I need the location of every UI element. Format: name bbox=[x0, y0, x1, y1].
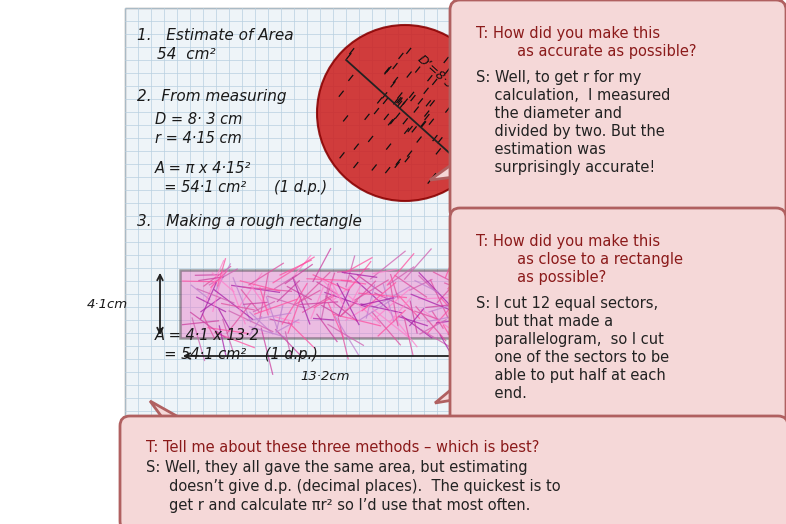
Text: S: I cut 12 equal sectors,: S: I cut 12 equal sectors, bbox=[476, 296, 658, 311]
Text: 13·2cm: 13·2cm bbox=[300, 370, 350, 383]
Polygon shape bbox=[430, 155, 495, 180]
Text: one of the sectors to be: one of the sectors to be bbox=[476, 350, 669, 365]
Text: as accurate as possible?: as accurate as possible? bbox=[494, 44, 696, 59]
Text: T: Tell me about these three methods – which is best?: T: Tell me about these three methods – w… bbox=[146, 440, 539, 455]
Text: A = 4·1 x 13·2: A = 4·1 x 13·2 bbox=[155, 328, 260, 343]
Circle shape bbox=[317, 25, 493, 201]
Text: surprisingly accurate!: surprisingly accurate! bbox=[476, 160, 656, 175]
Text: 1.   Estimate of Area: 1. Estimate of Area bbox=[137, 28, 294, 43]
FancyBboxPatch shape bbox=[120, 416, 786, 524]
FancyBboxPatch shape bbox=[450, 0, 786, 220]
Text: Dʼ=8·3cm: Dʼ=8·3cm bbox=[415, 52, 471, 104]
Text: calculation,  I measured: calculation, I measured bbox=[476, 88, 670, 103]
Polygon shape bbox=[150, 401, 198, 428]
FancyBboxPatch shape bbox=[180, 270, 470, 338]
Text: but that made a: but that made a bbox=[476, 314, 613, 329]
Text: T: How did you make this: T: How did you make this bbox=[476, 26, 660, 41]
Text: T: How did you make this: T: How did you make this bbox=[476, 234, 660, 249]
Text: parallelogram,  so I cut: parallelogram, so I cut bbox=[476, 332, 664, 347]
Text: divided by two. But the: divided by two. But the bbox=[476, 124, 665, 139]
Polygon shape bbox=[435, 378, 495, 403]
Text: the diameter and: the diameter and bbox=[476, 106, 622, 121]
FancyBboxPatch shape bbox=[450, 208, 786, 448]
Text: end.: end. bbox=[476, 386, 527, 401]
Text: D = 8· 3 cm: D = 8· 3 cm bbox=[155, 112, 242, 127]
Text: as close to a rectangle: as close to a rectangle bbox=[494, 252, 683, 267]
Text: = 54·1 cm²    (1 d.p.): = 54·1 cm² (1 d.p.) bbox=[155, 347, 318, 362]
FancyBboxPatch shape bbox=[125, 8, 570, 423]
Text: S: Well, they all gave the same area, but estimating: S: Well, they all gave the same area, bu… bbox=[146, 460, 527, 475]
Text: r = 4·15 cm: r = 4·15 cm bbox=[155, 130, 242, 146]
Text: = 54·1 cm²      (1 d.p.): = 54·1 cm² (1 d.p.) bbox=[155, 180, 327, 195]
Text: estimation was: estimation was bbox=[476, 142, 606, 157]
Text: doesn’t give d.p. (decimal places).  The quickest is to: doesn’t give d.p. (decimal places). The … bbox=[146, 479, 560, 494]
Text: 2.  From measuring: 2. From measuring bbox=[137, 89, 287, 104]
Text: get r and calculate πr² so I’d use that most often.: get r and calculate πr² so I’d use that … bbox=[146, 498, 531, 513]
Text: 54  cm²: 54 cm² bbox=[157, 47, 215, 62]
Text: 3.   Making a rough rectangle: 3. Making a rough rectangle bbox=[137, 214, 362, 229]
Text: as possible?: as possible? bbox=[494, 270, 606, 285]
Text: able to put half at each: able to put half at each bbox=[476, 368, 666, 383]
Text: 4·1cm: 4·1cm bbox=[87, 298, 128, 311]
Text: A = π x 4·15²: A = π x 4·15² bbox=[155, 161, 252, 176]
Text: S: Well, to get r for my: S: Well, to get r for my bbox=[476, 70, 641, 85]
